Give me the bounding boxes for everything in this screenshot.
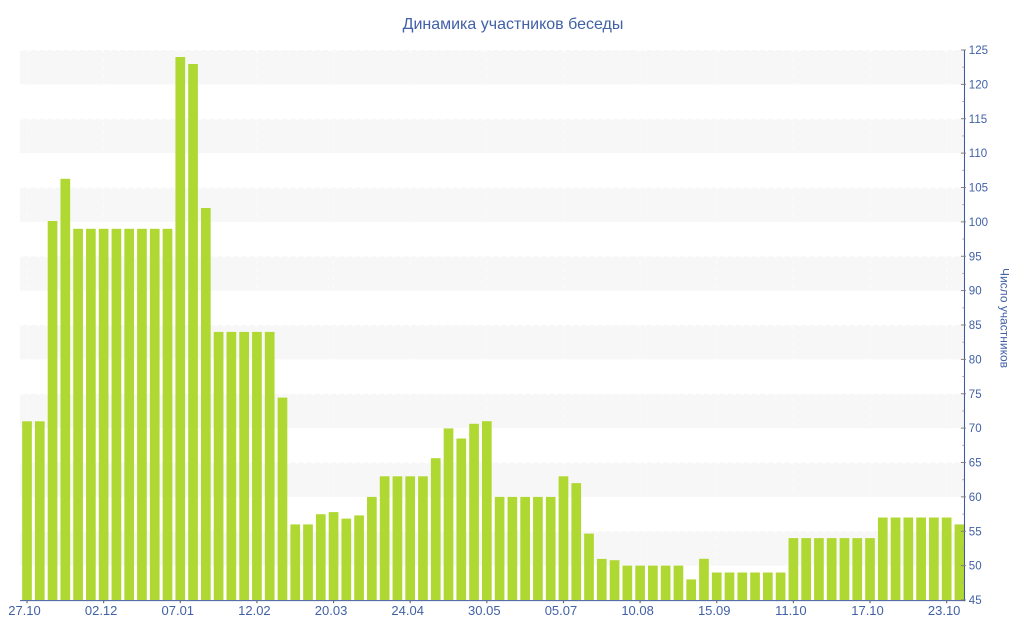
svg-text:27.10: 27.10 [8, 603, 41, 618]
svg-text:80: 80 [969, 354, 982, 366]
svg-text:90: 90 [969, 286, 982, 298]
svg-text:23.10: 23.10 [928, 603, 961, 618]
svg-text:15.09: 15.09 [698, 603, 731, 618]
svg-text:07.01: 07.01 [162, 603, 195, 618]
svg-text:Динамика участников беседы: Динамика участников беседы [403, 16, 624, 33]
svg-text:65: 65 [969, 458, 982, 470]
svg-text:11.10: 11.10 [775, 603, 807, 618]
svg-text:85: 85 [969, 320, 982, 332]
svg-text:45: 45 [969, 595, 982, 607]
svg-text:55: 55 [969, 526, 982, 538]
svg-text:70: 70 [969, 423, 982, 435]
svg-text:17.10: 17.10 [851, 603, 884, 618]
svg-text:100: 100 [969, 217, 988, 229]
svg-text:05.07: 05.07 [545, 603, 578, 618]
svg-text:120: 120 [969, 79, 988, 91]
svg-text:95: 95 [969, 251, 982, 263]
svg-text:Число участников: Число участников [997, 268, 1011, 368]
svg-text:12.02: 12.02 [238, 603, 271, 618]
svg-text:10.08: 10.08 [621, 603, 654, 618]
svg-text:02.12: 02.12 [85, 603, 118, 618]
svg-text:75: 75 [969, 389, 982, 401]
svg-text:20.03: 20.03 [315, 603, 348, 618]
svg-text:60: 60 [969, 492, 982, 504]
svg-text:115: 115 [969, 114, 987, 126]
svg-text:125: 125 [969, 45, 988, 57]
svg-text:24.04: 24.04 [391, 603, 424, 618]
svg-text:50: 50 [969, 561, 982, 573]
svg-text:105: 105 [969, 183, 988, 195]
svg-text:30.05: 30.05 [468, 603, 501, 618]
svg-text:110: 110 [969, 148, 987, 160]
